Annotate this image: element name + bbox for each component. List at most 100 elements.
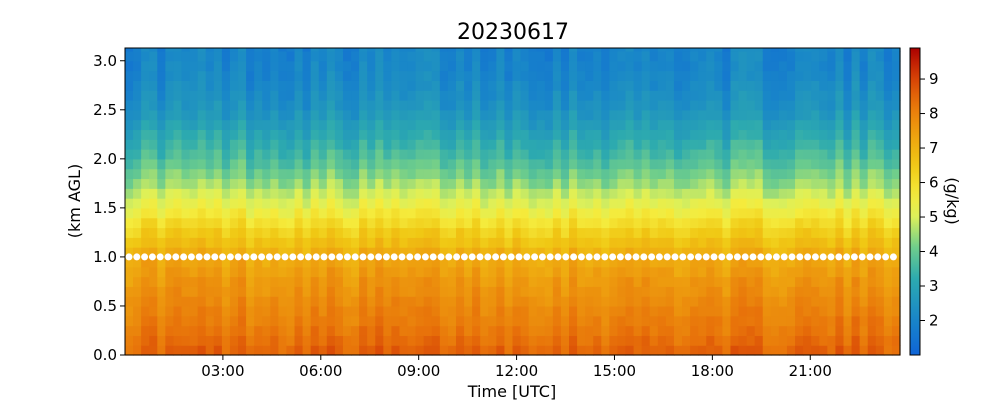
- heatmap-cell: [133, 99, 142, 111]
- heatmap-cell: [673, 60, 683, 72]
- heatmap-cell: [181, 119, 191, 131]
- heatmap-cell: [625, 70, 635, 81]
- heatmap-cell: [577, 296, 586, 307]
- heatmap-cell: [609, 237, 619, 248]
- heatmap-cell: [480, 119, 489, 131]
- heatmap-cell: [133, 149, 142, 160]
- heatmap-cell: [714, 168, 723, 180]
- heatmap-cell: [496, 149, 506, 160]
- heatmap-cell: [455, 227, 465, 238]
- heatmap-cell: [544, 325, 554, 336]
- heatmap-cell: [827, 70, 837, 81]
- heatmap-cell: [738, 266, 748, 278]
- heatmap-cell: [625, 60, 635, 72]
- heatmap-cell: [738, 109, 748, 121]
- heatmap-cell: [811, 90, 820, 101]
- heatmap-cell: [447, 305, 457, 317]
- heatmap-cell: [883, 99, 893, 111]
- heatmap-cell: [786, 99, 796, 111]
- marker-dot: [616, 253, 624, 261]
- heatmap-cell: [867, 266, 877, 278]
- heatmap-cell: [133, 90, 142, 101]
- heatmap-cell: [875, 305, 885, 317]
- heatmap-cell: [189, 237, 199, 248]
- heatmap-cell: [213, 315, 223, 327]
- heatmap-cell: [536, 296, 546, 307]
- heatmap-cell: [569, 158, 578, 170]
- heatmap-cell: [415, 129, 425, 140]
- heatmap-cell: [286, 315, 296, 327]
- heatmap-cell: [795, 227, 804, 238]
- heatmap-cell: [496, 325, 506, 336]
- heatmap-cell: [577, 256, 586, 268]
- heatmap-cell: [221, 109, 231, 121]
- heatmap-cell: [480, 178, 489, 189]
- heatmap-cell: [883, 188, 893, 199]
- heatmap-cell: [133, 237, 142, 248]
- heatmap-cell: [286, 70, 296, 81]
- heatmap-cell: [665, 286, 675, 297]
- heatmap-cell: [657, 286, 667, 297]
- heatmap-cell: [318, 80, 328, 91]
- heatmap-cell: [706, 129, 715, 140]
- heatmap-cell: [318, 119, 328, 131]
- heatmap-cell: [423, 119, 433, 131]
- heatmap-cell: [786, 129, 796, 140]
- heatmap-cell: [447, 80, 457, 91]
- colorbar-tick-label: 3: [929, 277, 939, 295]
- heatmap-cell: [189, 345, 199, 356]
- heatmap-cell: [488, 168, 497, 180]
- heatmap-cell: [294, 129, 304, 140]
- heatmap-cell: [544, 207, 554, 219]
- heatmap-cell: [875, 149, 885, 160]
- heatmap-cell: [383, 256, 392, 268]
- heatmap-cell: [601, 168, 610, 180]
- heatmap-cell: [585, 178, 594, 189]
- heatmap-cell: [472, 48, 481, 52]
- heatmap-cell: [795, 129, 804, 140]
- heatmap-cell: [811, 168, 820, 180]
- heatmap-cell: [730, 305, 740, 317]
- heatmap-cell: [730, 345, 740, 356]
- heatmap-cell: [294, 305, 304, 317]
- heatmap-cell: [673, 80, 683, 91]
- heatmap-cell: [125, 305, 134, 317]
- colorbar-tick-label: 9: [929, 70, 939, 88]
- heatmap-cell: [367, 296, 376, 307]
- heatmap-cell: [560, 48, 570, 52]
- heatmap-cell: [617, 158, 627, 170]
- heatmap-cell: [334, 296, 344, 307]
- heatmap-cell: [254, 70, 263, 81]
- heatmap-cell: [278, 198, 288, 209]
- heatmap-cell: [423, 109, 433, 121]
- heatmap-cell: [439, 119, 449, 131]
- heatmap-cell: [883, 217, 893, 229]
- heatmap-cell: [722, 149, 732, 160]
- heatmap-cell: [803, 345, 812, 356]
- marker-dot: [648, 253, 656, 261]
- heatmap-cell: [197, 325, 207, 336]
- heatmap-cell: [302, 198, 312, 209]
- heatmap-cell: [238, 129, 247, 140]
- heatmap-cell: [738, 50, 748, 62]
- heatmap-cell: [302, 286, 312, 297]
- heatmap-cell: [730, 48, 740, 52]
- heatmap-cell: [141, 286, 150, 297]
- heatmap-cell: [342, 266, 352, 278]
- heatmap-cell: [286, 168, 296, 180]
- heatmap-cell: [391, 305, 401, 317]
- heatmap-cell: [302, 256, 312, 268]
- heatmap-cell: [665, 119, 675, 131]
- heatmap-cell: [238, 227, 247, 238]
- heatmap-cell: [593, 198, 602, 209]
- heatmap-cell: [786, 188, 796, 199]
- heatmap-cell: [205, 90, 215, 101]
- heatmap-cell: [625, 315, 635, 327]
- heatmap-cell: [625, 80, 635, 91]
- heatmap-cell: [649, 256, 659, 268]
- heatmap-cell: [351, 296, 360, 307]
- heatmap-cell: [811, 149, 820, 160]
- heatmap-cell: [480, 256, 489, 268]
- marker-dot: [515, 253, 523, 261]
- heatmap-cell: [577, 207, 586, 219]
